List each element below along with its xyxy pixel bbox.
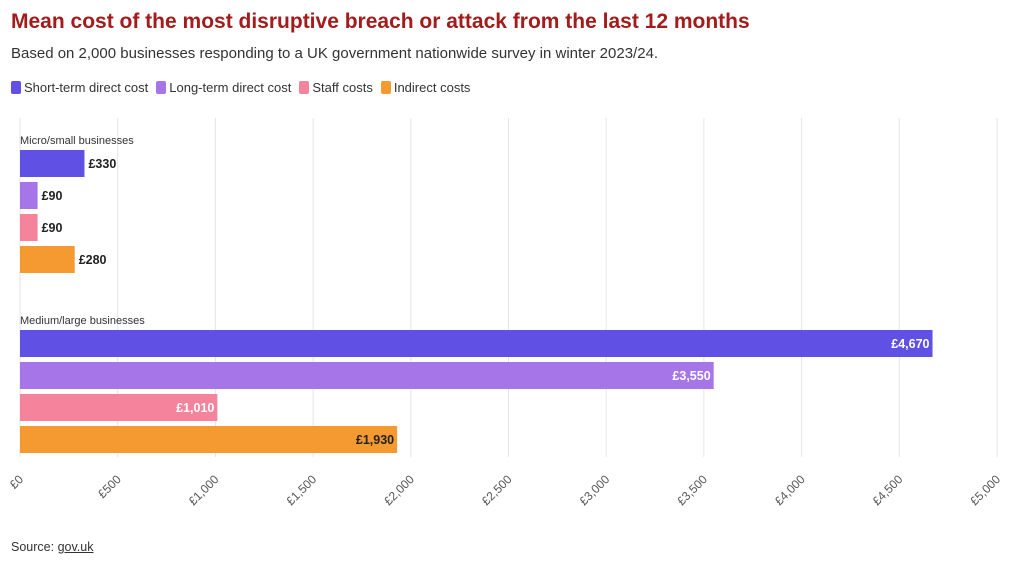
- legend-label: Staff costs: [312, 80, 373, 95]
- source-link[interactable]: gov.uk: [57, 540, 94, 554]
- x-tick-label: £4,000: [772, 472, 808, 508]
- x-tick-label: £0: [7, 472, 27, 492]
- data-label: £90: [42, 189, 63, 203]
- x-tick-label: £1,500: [283, 472, 319, 508]
- data-label: £90: [42, 221, 63, 235]
- x-tick-label: £2,500: [479, 472, 515, 508]
- data-label: £1,930: [356, 433, 394, 447]
- data-label: £280: [79, 253, 107, 267]
- group-label: Medium/large businesses: [20, 315, 145, 327]
- legend-swatch-long-term: [156, 81, 167, 94]
- group-label: Micro/small businesses: [20, 135, 134, 147]
- legend-label: Short-term direct cost: [24, 80, 149, 95]
- legend-swatch-staff: [299, 81, 310, 94]
- bar: [20, 182, 38, 209]
- legend-swatch-short-term: [11, 81, 21, 94]
- bar: [20, 150, 85, 177]
- legend-label: Long-term direct cost: [169, 80, 292, 95]
- legend-item-short-term[interactable]: Short-term direct cost: [11, 80, 148, 95]
- chart-title: Mean cost of the most disruptive breach …: [11, 10, 750, 33]
- bar: [20, 330, 933, 357]
- source-prefix: Source:: [11, 540, 58, 554]
- legend-item-staff[interactable]: Staff costs: [299, 80, 373, 95]
- chart-subtitle: Based on 2,000 businesses responding to …: [11, 45, 659, 62]
- bar: [20, 394, 218, 421]
- x-tick-label: £2,000: [381, 472, 417, 508]
- x-tick-label: £3,500: [674, 472, 710, 508]
- data-label: £4,670: [891, 337, 929, 351]
- bar: [20, 362, 714, 389]
- data-label: £330: [88, 157, 116, 171]
- legend-item-indirect[interactable]: Indirect costs: [380, 80, 471, 95]
- x-tick-label: £1,000: [186, 472, 222, 508]
- data-label: £1,010: [176, 401, 214, 415]
- bar: [20, 246, 75, 273]
- legend-label: Indirect costs: [393, 80, 471, 95]
- x-tick-label: £500: [95, 472, 124, 501]
- source-note: Source: gov.uk: [11, 540, 93, 554]
- x-tick-label: £5,000: [967, 472, 1003, 508]
- bar: [20, 426, 398, 453]
- legend-item-long-term[interactable]: Long-term direct cost: [156, 80, 291, 95]
- x-tick-label: £3,000: [576, 472, 612, 508]
- legend-swatch-indirect: [380, 81, 391, 94]
- data-label: £3,550: [672, 369, 710, 383]
- bar: [20, 214, 38, 241]
- legend: Short-term direct cost Long-term direct …: [11, 80, 470, 95]
- x-tick-label: £4,500: [870, 472, 906, 508]
